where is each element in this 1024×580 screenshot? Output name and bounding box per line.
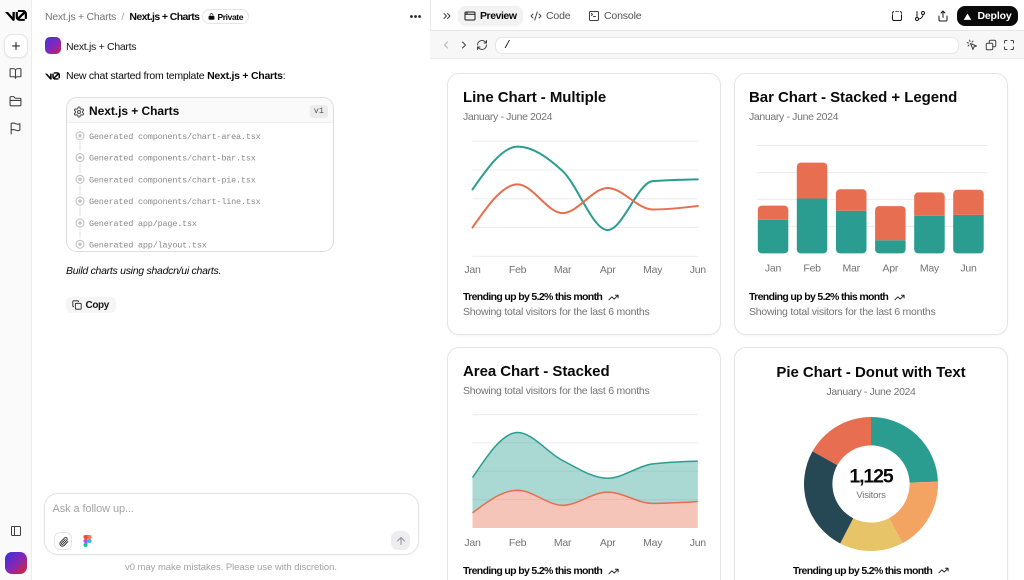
svg-text:Apr: Apr [600,264,616,276]
svg-text:Generated components/chart-pie: Generated components/chart-pie.tsx [89,175,256,185]
svg-text:Generated components/chart-lin: Generated components/chart-line.tsx [89,197,261,207]
svg-text:Jun: Jun [690,264,707,276]
svg-text:Generated app/page.tsx: Generated app/page.tsx [89,219,197,229]
svg-text:Jun: Jun [690,537,707,549]
svg-text:Feb: Feb [509,264,527,276]
svg-text:Mar: Mar [843,263,861,275]
svg-text:Feb: Feb [803,263,821,275]
svg-text:1,125: 1,125 [849,466,894,488]
svg-text:Apr: Apr [883,263,899,275]
svg-text:Generated components/chart-bar: Generated components/chart-bar.tsx [89,154,256,164]
svg-text:Generated app/layout.tsx: Generated app/layout.tsx [89,240,207,250]
svg-text:Jan: Jan [464,264,481,276]
svg-text:Mar: Mar [554,264,572,276]
svg-text:Feb: Feb [509,537,527,549]
svg-text:Visitors: Visitors [856,490,886,501]
svg-text:Mar: Mar [554,537,572,549]
svg-text:Jan: Jan [765,263,782,275]
svg-text:May: May [643,537,663,549]
svg-text:Apr: Apr [600,537,616,549]
svg-text:Jan: Jan [464,537,481,549]
svg-text:Generated components/chart-are: Generated components/chart-area.tsx [89,132,261,142]
svg-text:Jun: Jun [960,263,977,275]
svg-text:May: May [643,264,663,276]
svg-text:May: May [920,263,940,275]
